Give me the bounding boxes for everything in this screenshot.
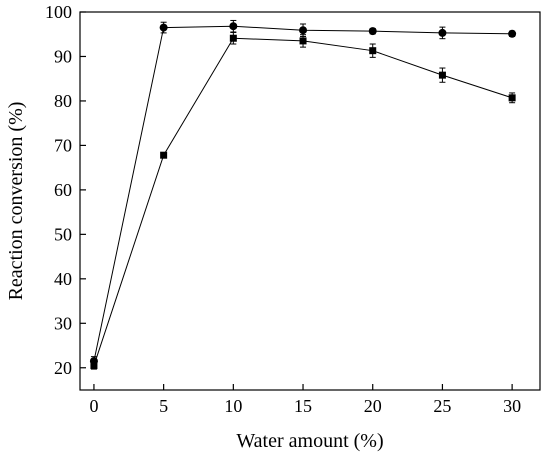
x-axis-label: Water amount (%): [236, 430, 383, 452]
data-point: [229, 22, 238, 31]
data-point: [508, 29, 517, 38]
series-1: [89, 19, 517, 367]
x-tick-label: 25: [433, 396, 451, 416]
y-tick-label: 40: [54, 269, 72, 289]
x-tick-label: 30: [503, 396, 521, 416]
x-tick-label: 5: [159, 396, 168, 416]
y-tick-label: 50: [54, 224, 72, 244]
data-point: [368, 27, 377, 36]
series-line: [93, 37, 513, 366]
data-point: [508, 94, 516, 102]
x-axis: 0 5 10 15 20 25 30: [89, 384, 521, 416]
series-2: [90, 31, 516, 370]
data-point: [160, 151, 168, 159]
x-tick-label: 15: [294, 396, 312, 416]
data-point: [159, 23, 168, 32]
y-tick-label: 70: [54, 135, 72, 155]
y-tick-label: 60: [54, 180, 72, 200]
y-tick-label: 20: [54, 358, 72, 378]
data-point: [369, 47, 377, 55]
y-tick-label: 30: [54, 313, 72, 333]
y-axis: 20 30 40 50 60 70 80 90 100: [45, 2, 86, 378]
data-point: [299, 26, 308, 35]
data-point: [299, 37, 307, 45]
x-tick-label: 0: [89, 396, 98, 416]
data-point: [438, 71, 446, 79]
data-point: [90, 362, 98, 370]
y-tick-label: 80: [54, 91, 72, 111]
x-tick-label: 20: [364, 396, 382, 416]
data-point: [229, 34, 237, 42]
data-point: [438, 28, 447, 37]
series-layer: [89, 19, 517, 370]
x-tick-label: 10: [224, 396, 242, 416]
y-tick-label: 90: [54, 46, 72, 66]
y-axis-label: Reaction conversion (%): [5, 102, 27, 301]
plot-frame: [79, 11, 541, 391]
series-line: [93, 25, 513, 362]
y-tick-label: 100: [45, 2, 72, 22]
